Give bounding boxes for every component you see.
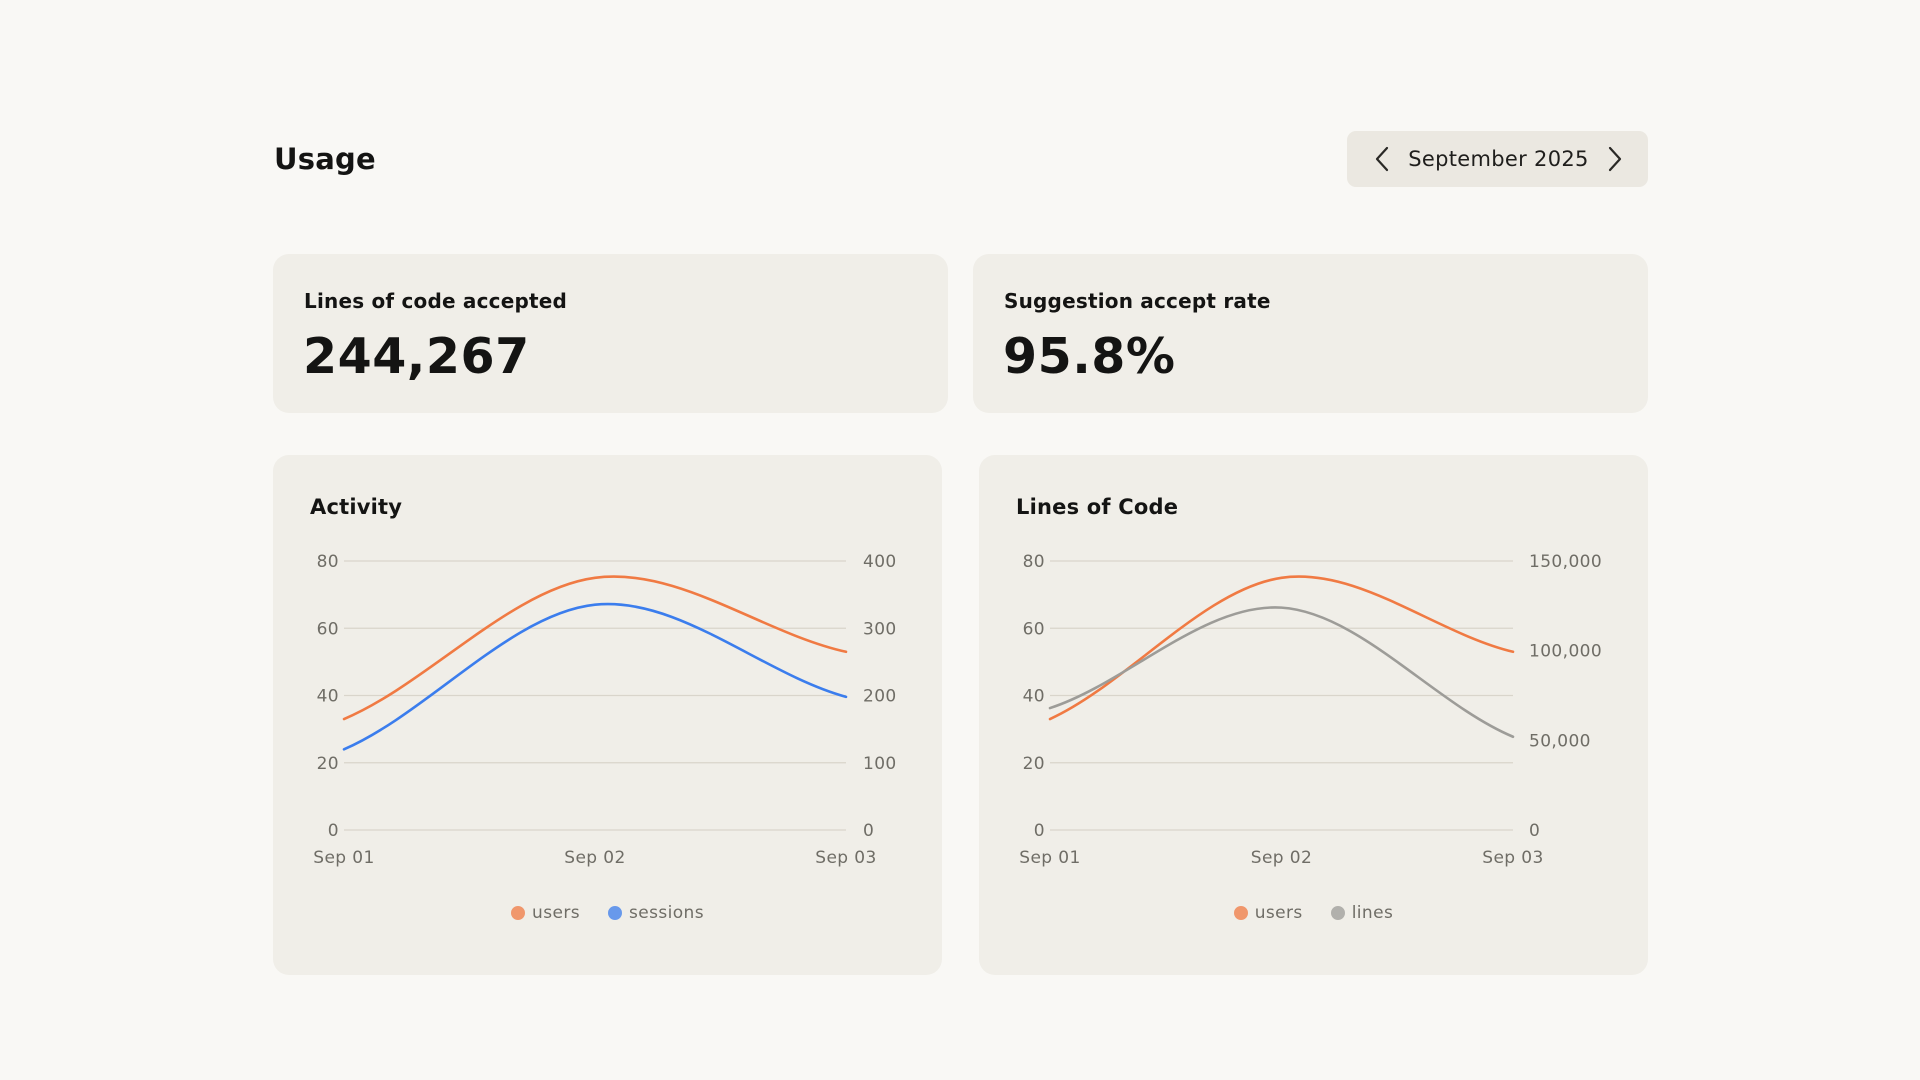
legend-label: users bbox=[532, 903, 580, 923]
legend-item-lines[interactable]: lines bbox=[1330, 903, 1394, 923]
month-picker: September 2025 bbox=[1347, 131, 1648, 187]
y-left-tick-label: 40 bbox=[317, 687, 339, 707]
y-left-tick-label: 20 bbox=[1023, 754, 1045, 774]
y-right-tick-label: 200 bbox=[863, 687, 897, 707]
series-line-lines bbox=[1048, 606, 1515, 739]
chart-title: Lines of Code bbox=[1016, 495, 1179, 519]
legend-item-users[interactable]: users bbox=[1233, 903, 1303, 923]
stat-label: Lines of code accepted bbox=[304, 289, 568, 313]
y-left-tick-label: 60 bbox=[317, 619, 339, 639]
chart-legend: users lines bbox=[979, 903, 1648, 923]
lines-of-code-chart-card: Lines of Code 0 20 40 60 80 0 50,000 100,000 150… bbox=[979, 455, 1648, 975]
x-tick-label: Sep 02 bbox=[1251, 848, 1312, 868]
stat-label: Suggestion accept rate bbox=[1004, 289, 1271, 313]
page-title: Usage bbox=[274, 142, 376, 176]
y-left-tick-label: 80 bbox=[1023, 552, 1045, 572]
y-left-tick-label: 80 bbox=[317, 552, 339, 572]
y-right-tick-label: 0 bbox=[1529, 821, 1540, 841]
x-tick-label: Sep 01 bbox=[1019, 848, 1080, 868]
series-line-sessions bbox=[342, 602, 848, 751]
y-right-tick-label: 50,000 bbox=[1529, 731, 1591, 751]
y-left-tick-label: 60 bbox=[1023, 619, 1045, 639]
x-tick-label: Sep 02 bbox=[564, 848, 625, 868]
lines-accepted-card: Lines of code accepted 244,267 bbox=[273, 254, 948, 413]
stat-value: 95.8% bbox=[1003, 328, 1176, 385]
chart-title: Activity bbox=[310, 495, 403, 519]
x-tick-label: Sep 01 bbox=[313, 848, 374, 868]
accept-rate-card: Suggestion accept rate 95.8% bbox=[973, 254, 1648, 413]
x-tick-label: Sep 03 bbox=[815, 848, 876, 868]
y-right-tick-label: 0 bbox=[863, 821, 874, 841]
y-left-tick-label: 0 bbox=[1034, 821, 1045, 841]
legend-dot-icon bbox=[511, 906, 526, 920]
legend-label: users bbox=[1254, 903, 1303, 923]
legend-dot-icon bbox=[1330, 906, 1345, 920]
chevron-right-icon[interactable] bbox=[1602, 144, 1628, 174]
y-right-tick-label: 400 bbox=[863, 552, 897, 572]
y-right-tick-label: 100,000 bbox=[1529, 642, 1602, 662]
stat-value: 244,267 bbox=[303, 328, 530, 385]
legend-item-sessions[interactable]: sessions bbox=[607, 903, 704, 923]
y-left-tick-label: 40 bbox=[1023, 687, 1045, 707]
legend-item-users[interactable]: users bbox=[511, 903, 580, 923]
y-left-tick-label: 0 bbox=[328, 821, 339, 841]
legend-label: sessions bbox=[628, 903, 704, 923]
legend-label: lines bbox=[1351, 903, 1394, 923]
page-header: Usage September 2025 bbox=[274, 131, 1648, 187]
series-line-users bbox=[1048, 575, 1515, 721]
activity-chart: 0 20 40 60 80 0 100 200 300 400 Sep 01 Sep 02 Sep 03 bbox=[313, 552, 897, 868]
legend-dot-icon bbox=[1233, 906, 1248, 920]
activity-chart-card: Activity 0 20 40 60 80 0 100 200 300 400 Sep 01 Sep… bbox=[273, 455, 942, 975]
chart-legend: users sessions bbox=[273, 903, 942, 923]
legend-dot-icon bbox=[607, 906, 622, 920]
y-right-tick-label: 100 bbox=[863, 754, 897, 774]
series-line-users bbox=[342, 575, 848, 721]
y-right-tick-label: 150,000 bbox=[1529, 552, 1602, 572]
x-tick-label: Sep 03 bbox=[1482, 848, 1543, 868]
month-label: September 2025 bbox=[1408, 147, 1589, 171]
lines-of-code-chart: 0 20 40 60 80 0 50,000 100,000 150,000 Sep 01 Sep … bbox=[1019, 552, 1602, 868]
chevron-left-icon[interactable] bbox=[1369, 144, 1395, 174]
y-right-tick-label: 300 bbox=[863, 619, 897, 639]
y-left-tick-label: 20 bbox=[317, 754, 339, 774]
